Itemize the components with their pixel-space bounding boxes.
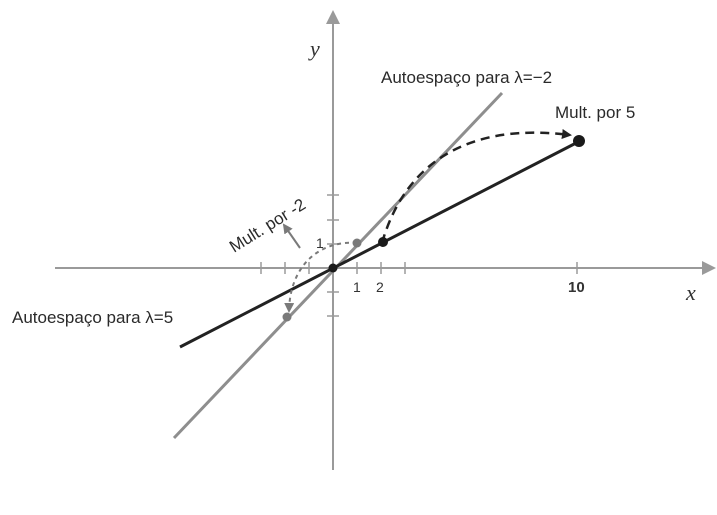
- mult-minus2-arc: [284, 241, 358, 313]
- eigenspace-minus2-label: Autoespaço para λ=−2: [381, 68, 552, 87]
- point-minus2-image: [282, 312, 292, 322]
- mult-5-label: Mult. por 5: [555, 103, 635, 122]
- x-tick-label-2: 2: [376, 279, 384, 295]
- mult-minus2-label: Mult. por -2: [226, 195, 309, 257]
- mult-minus2-arrow: [282, 223, 301, 249]
- mult-5-arc: [380, 129, 572, 244]
- y-axis-label: y: [308, 36, 320, 61]
- point-origin: [328, 263, 338, 273]
- point-5-image: [573, 135, 585, 147]
- x-axis-ticks: [260, 262, 578, 274]
- eigenspace-5-label: Autoespaço para λ=5: [12, 308, 173, 327]
- point-5-eigenvector: [378, 237, 388, 247]
- x-tick-label-1: 1: [353, 279, 361, 295]
- y-tick-label-1: 1: [316, 235, 324, 251]
- x-axis-label: x: [685, 280, 696, 305]
- x-tick-label-10: 10: [568, 279, 585, 296]
- point-minus2-eigenvector: [352, 238, 362, 248]
